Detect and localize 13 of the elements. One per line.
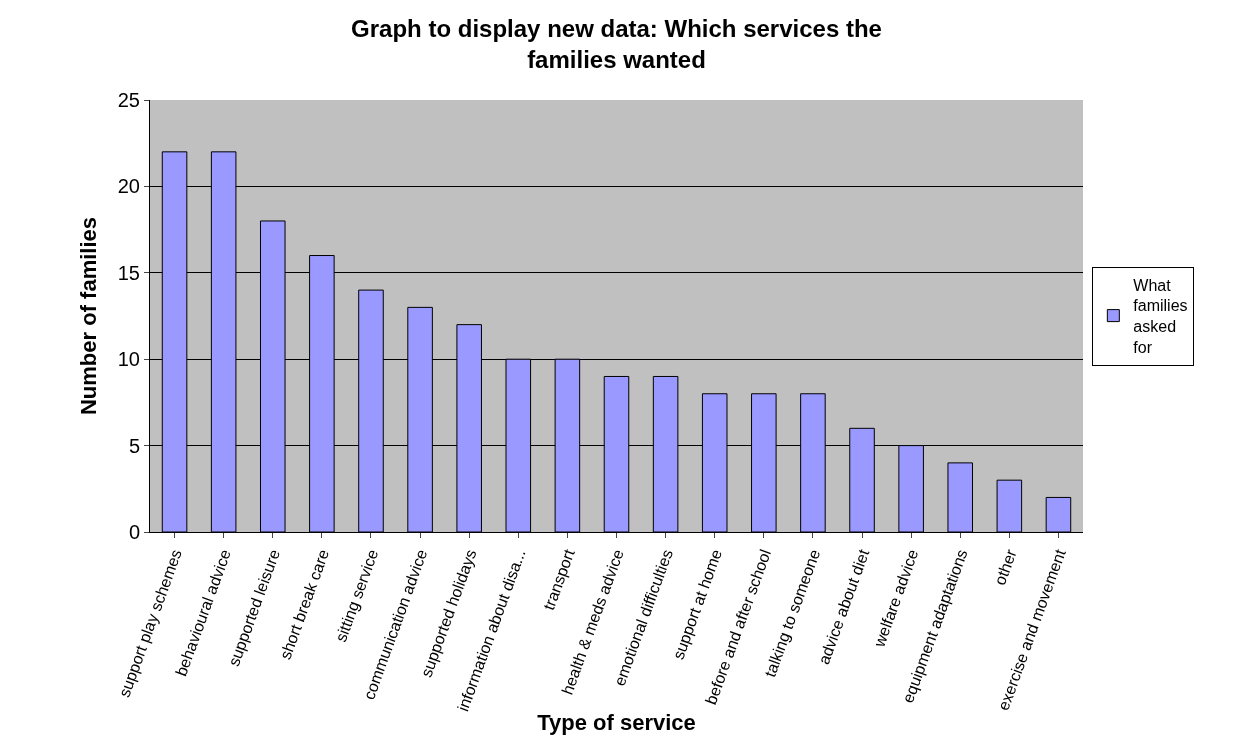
legend-label: What families asked for [1133, 276, 1188, 357]
y-tick-label: 0 [128, 521, 140, 543]
x-tick-label: sitting service [332, 547, 382, 645]
x-tick-label: welfare advice [870, 547, 922, 651]
x-tick-label: other [991, 546, 1020, 588]
y-axis-title: Number of families [75, 216, 101, 416]
y-tick-label: 20 [117, 175, 140, 198]
chart-title: Graph to display new data: Which services the families wanted [351, 15, 882, 74]
x-axis-title: Type of service [537, 710, 696, 736]
y-tick-label: 25 [117, 89, 140, 111]
y-tick-label: 15 [117, 261, 140, 284]
y-tick-label: 5 [128, 434, 140, 457]
y-tick-label: 10 [117, 348, 140, 371]
